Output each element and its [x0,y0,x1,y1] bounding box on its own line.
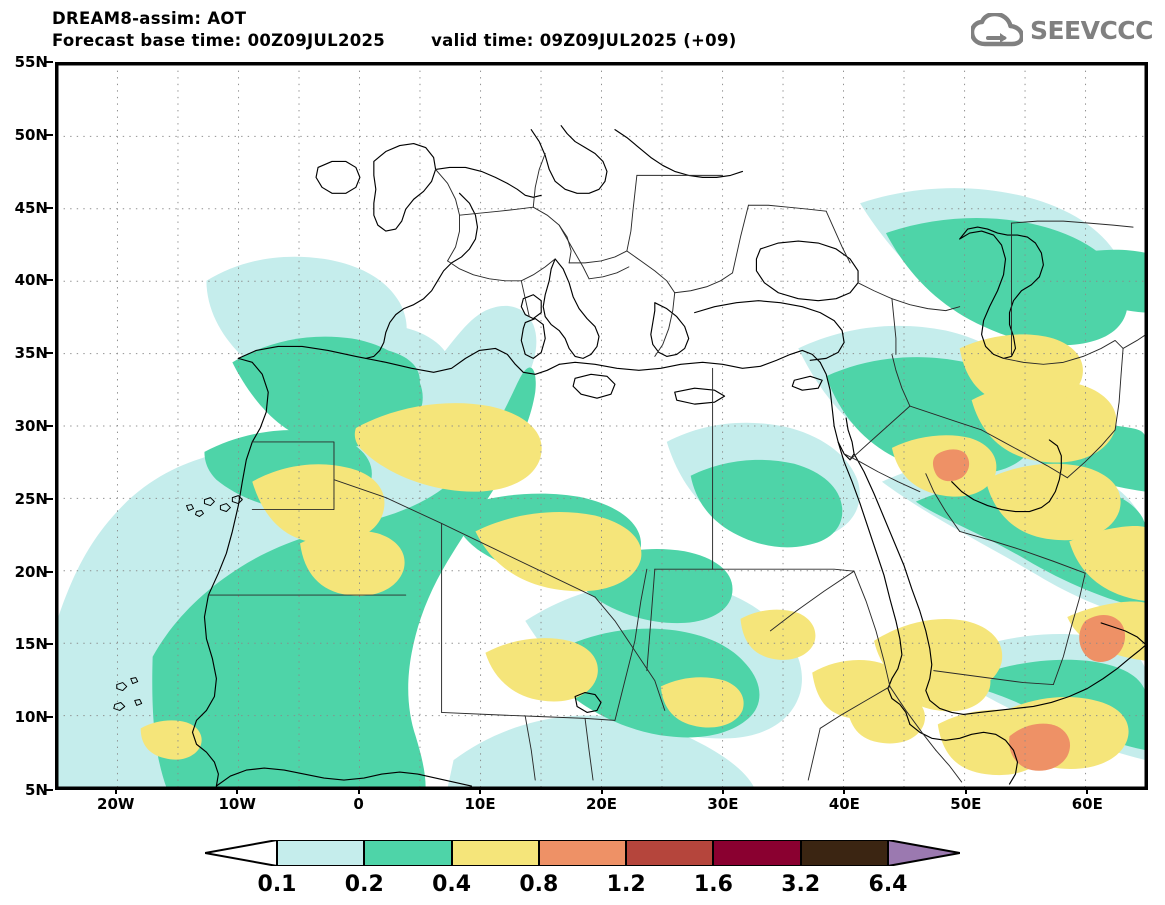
y-axis-tick-mark [44,133,53,136]
logo-text: SEEVCCC [1029,15,1154,45]
y-axis-tick-mark [44,352,53,355]
colorbar-segment [626,840,714,866]
colorbar-tick-label: 0.1 [257,872,297,897]
x-axis-tick-mark [843,786,846,794]
colorbar-tick-label: 0.4 [432,872,472,897]
y-axis-tick-label: 45N [14,198,48,217]
map-coastlines [113,125,1146,787]
x-axis-tick-label: 40E [828,795,860,813]
valid-time: valid time: 09Z09JUL2025 (+09) [431,31,737,50]
colorbar-tick-label: 1.6 [693,872,733,897]
x-axis-tick-label: 30E [707,795,739,813]
aot-contour-0p8 [932,449,1126,771]
colorbar-segment [538,840,627,866]
x-axis-tick-mark [964,786,967,794]
title-block: DREAM8-assim: AOT Forecast base time: 00… [52,8,737,52]
aot-contour-0p4 [140,334,1146,776]
y-axis-tick-mark [44,716,53,719]
x-axis-tick-label: 20E [585,795,618,813]
y-axis-tick-label: 25N [14,489,48,508]
y-axis-tick-mark [44,497,53,500]
header: DREAM8-assim: AOT Forecast base time: 00… [0,0,1165,58]
y-axis-tick-mark [44,425,53,427]
y-axis-tick-label: 40N [14,271,48,290]
x-axis-tick-mark [236,786,239,794]
x-axis-tick-label: 50E [950,795,982,813]
x-axis-tick-label: 20W [97,795,135,813]
y-axis-tick-label: 35N [14,344,48,363]
colorbar-segment [277,840,365,866]
x-axis-tick-mark [721,786,724,794]
x-axis-tick-mark [1086,786,1089,794]
y-axis-tick-mark [44,789,53,791]
x-axis-tick-label: 10E [464,795,496,813]
model-title: DREAM8-assim: AOT [52,9,247,28]
time-line: Forecast base time: 00Z09JUL2025 valid ti… [52,30,737,52]
colorbar-tick-label: 0.8 [519,872,559,897]
x-axis-tick-mark [600,786,603,794]
cloud-icon [970,13,1023,47]
colorbar-segment [451,840,539,866]
y-axis-tick-label: 20N [14,562,48,581]
aot-map [57,64,1146,788]
colorbar-tick-label: 6.4 [868,872,908,897]
y-axis-tick-label: 15N [14,635,48,654]
y-axis-tick-label: 10N [14,708,48,727]
x-axis-tick-mark [357,786,360,794]
colorbar-tick-label: 0.2 [344,872,384,897]
y-axis-tick-mark [44,643,53,646]
y-axis-tick-label: 50N [14,125,48,144]
y-axis-tick-label: 5N [25,781,48,799]
colorbar: 0.1 0.2 0.4 0.8 1.2 1.6 3.2 6.4 [0,838,1165,900]
y-axis-tick-mark [44,206,53,209]
colorbar-arrows [205,840,960,866]
colorbar-segment [713,840,801,866]
map-gridlines [57,64,1146,788]
y-axis-tick-mark [44,570,53,573]
x-axis-tick-mark [479,786,482,794]
colorbar-segment [800,840,888,866]
x-axis-tick-label: 60E [1071,795,1103,813]
x-axis-tick-label: 10W [218,795,256,813]
colorbar-segment [364,840,452,866]
map-plot-area [55,62,1148,790]
colorbar-tick-label: 1.2 [606,872,646,897]
y-axis-tick-label: 30N [14,417,48,435]
x-axis-tick-mark [114,786,117,794]
colorbar-segments: 0.1 0.2 0.4 0.8 1.2 1.6 3.2 6.4 [205,840,960,897]
forecast-base-time: Forecast base time: 00Z09JUL2025 [52,31,386,50]
y-axis-tick-mark [44,279,53,282]
y-axis-tick-mark [44,61,53,63]
x-axis-tick-label: 0 [353,795,364,813]
colorbar-tick-label: 3.2 [781,872,821,897]
seevccc-logo: SEEVCCC [970,10,1154,50]
y-axis-tick-label: 55N [14,53,48,71]
